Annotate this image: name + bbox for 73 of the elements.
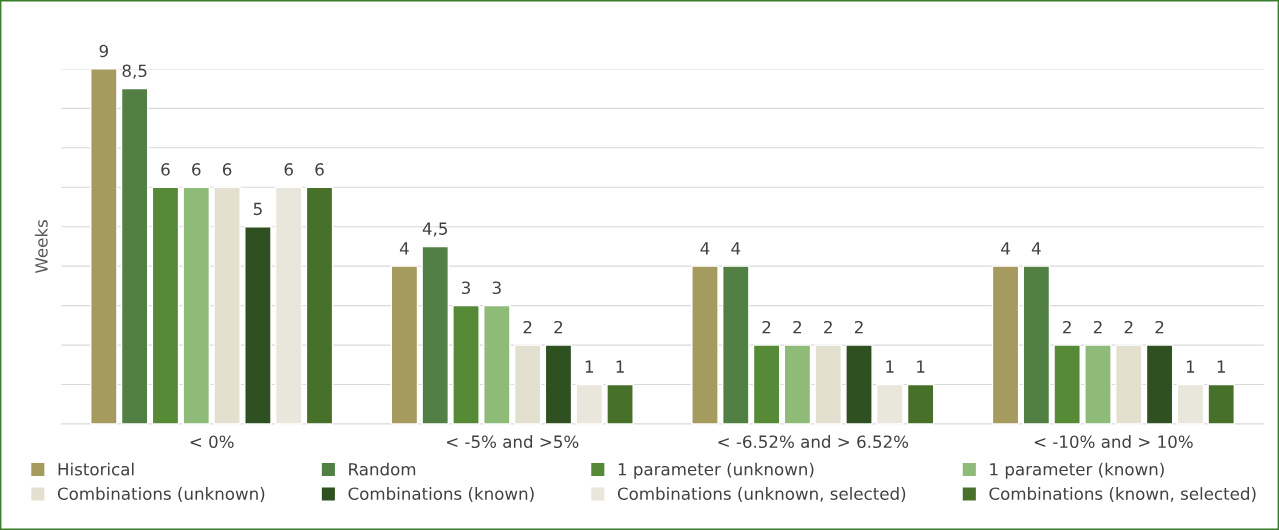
data-label: 3 <box>462 281 470 295</box>
bar <box>991 265 1020 425</box>
data-label: 2 <box>1063 320 1071 334</box>
bar <box>421 245 450 425</box>
data-label: 1 <box>917 360 925 373</box>
data-label: 2 <box>523 320 532 334</box>
bar <box>182 186 211 425</box>
y-axis-title: Weeks <box>34 220 48 274</box>
bar <box>1084 344 1112 425</box>
data-label: 9 <box>99 44 108 58</box>
bar <box>244 226 272 425</box>
bar <box>783 344 812 425</box>
data-label: 5 <box>253 202 262 216</box>
bar <box>120 87 149 425</box>
legend-label: Combinations (unknown) <box>57 487 265 502</box>
legend-label: Combinations (known, selected) <box>989 487 1256 502</box>
legend-label: 1 parameter (known) <box>990 462 1164 479</box>
bar <box>1053 344 1081 425</box>
bar <box>845 344 873 425</box>
data-label: 2 <box>1093 320 1102 334</box>
bar <box>544 344 573 425</box>
bar <box>721 265 750 425</box>
legend-label: 1 parameter (unknown) <box>618 462 814 479</box>
bar <box>691 265 719 425</box>
bar <box>606 383 634 425</box>
data-label: 4 <box>1001 242 1010 255</box>
data-label: 3 <box>492 281 501 295</box>
bar <box>1145 344 1174 425</box>
x-tick-label: < -6.52% and > 6.52% <box>718 435 909 449</box>
data-label: 4 <box>1031 242 1041 255</box>
data-label: 4 <box>399 242 409 255</box>
bar <box>906 383 935 425</box>
legend-label: Combinations (known) <box>348 487 534 502</box>
bar <box>752 344 781 425</box>
data-label: 1 <box>616 360 624 373</box>
legend-label: Combinations (unknown, selected) <box>617 487 906 502</box>
data-label: 2 <box>854 320 863 334</box>
bar <box>151 186 180 425</box>
x-tick-label: < -5% and >5% <box>446 435 579 449</box>
legend-label: Historical <box>58 462 134 476</box>
data-label: 2 <box>1124 320 1133 334</box>
data-label: 2 <box>824 320 832 334</box>
data-label: 1 <box>886 360 894 373</box>
bar <box>90 68 118 425</box>
data-label: 6 <box>192 163 201 176</box>
bar <box>305 186 334 425</box>
data-label: 2 <box>793 320 802 334</box>
data-label: 4 <box>731 242 741 255</box>
data-label: 1 <box>1186 360 1195 373</box>
data-label: 6 <box>315 163 324 176</box>
data-label: 4,5 <box>422 222 448 237</box>
bar <box>390 265 419 425</box>
data-label: 4 <box>700 242 710 255</box>
bar <box>452 304 480 425</box>
bar <box>575 383 604 425</box>
x-tick-label: < 0% <box>190 435 234 449</box>
bar <box>876 383 904 425</box>
x-tick-label: < -10% and > 10% <box>1034 435 1193 449</box>
bar <box>1022 265 1051 425</box>
data-label: 2 <box>1155 320 1164 334</box>
data-label: 6 <box>222 163 232 176</box>
data-label: 6 <box>284 163 293 176</box>
bar <box>274 186 303 425</box>
bar <box>1176 383 1205 425</box>
data-label: 1 <box>585 360 594 373</box>
data-label: 2 <box>762 320 771 334</box>
data-label: 2 <box>554 320 563 334</box>
legend-label: Random <box>349 462 416 476</box>
data-label: 6 <box>161 163 170 176</box>
bar <box>1207 383 1235 425</box>
data-label: 8,5 <box>122 64 147 79</box>
bar <box>483 304 511 425</box>
data-label: 1 <box>1217 360 1225 373</box>
